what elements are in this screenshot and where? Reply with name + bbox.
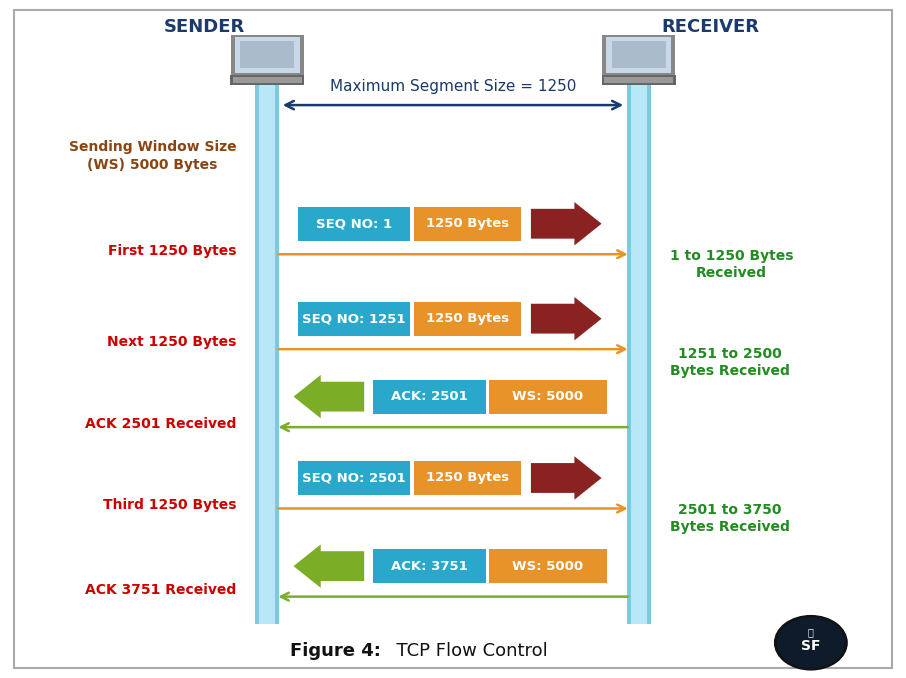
Text: ACK: 2501: ACK: 2501 [391, 390, 467, 403]
Text: SENDER: SENDER [163, 18, 245, 36]
Text: Next 1250 Bytes: Next 1250 Bytes [107, 336, 236, 349]
FancyBboxPatch shape [298, 207, 410, 241]
Text: ACK 3751 Received: ACK 3751 Received [85, 583, 236, 597]
FancyBboxPatch shape [230, 75, 304, 85]
FancyBboxPatch shape [255, 81, 279, 624]
FancyBboxPatch shape [373, 549, 486, 583]
Text: Figure 4:: Figure 4: [290, 642, 381, 660]
FancyBboxPatch shape [489, 549, 606, 583]
Polygon shape [531, 297, 602, 340]
Text: 2501 to 3750
Bytes Received: 2501 to 3750 Bytes Received [670, 503, 789, 534]
FancyBboxPatch shape [604, 77, 673, 83]
Polygon shape [294, 544, 364, 588]
Text: WS: 5000: WS: 5000 [513, 390, 583, 403]
FancyBboxPatch shape [413, 461, 521, 495]
Text: 1250 Bytes: 1250 Bytes [426, 471, 509, 485]
FancyBboxPatch shape [235, 37, 300, 73]
Text: Maximum Segment Size = 1250: Maximum Segment Size = 1250 [330, 79, 576, 94]
FancyBboxPatch shape [14, 10, 892, 668]
Text: TCP Flow Control: TCP Flow Control [385, 642, 548, 660]
Text: First 1250 Bytes: First 1250 Bytes [108, 244, 236, 258]
FancyBboxPatch shape [233, 77, 302, 83]
Text: WS: 5000: WS: 5000 [513, 559, 583, 573]
Text: 1250 Bytes: 1250 Bytes [426, 312, 509, 325]
FancyBboxPatch shape [413, 207, 521, 241]
Text: Third 1250 Bytes: Third 1250 Bytes [103, 498, 236, 512]
Text: RECEIVER: RECEIVER [661, 18, 759, 36]
FancyBboxPatch shape [298, 461, 410, 495]
Polygon shape [294, 375, 364, 418]
FancyBboxPatch shape [259, 81, 275, 624]
Text: ACK: 3751: ACK: 3751 [391, 559, 467, 573]
Text: SEQ NO: 1251: SEQ NO: 1251 [303, 312, 406, 325]
Text: Sending Window Size
(WS) 5000 Bytes: Sending Window Size (WS) 5000 Bytes [69, 140, 236, 172]
FancyBboxPatch shape [631, 81, 647, 624]
FancyBboxPatch shape [413, 302, 521, 336]
FancyBboxPatch shape [606, 37, 671, 73]
FancyBboxPatch shape [240, 41, 294, 68]
Polygon shape [531, 456, 602, 500]
FancyBboxPatch shape [627, 81, 651, 624]
FancyBboxPatch shape [298, 302, 410, 336]
FancyBboxPatch shape [489, 380, 606, 414]
FancyBboxPatch shape [602, 35, 675, 75]
Text: 1 to 1250 Bytes
Received: 1 to 1250 Bytes Received [670, 249, 793, 280]
Text: SEQ NO: 1: SEQ NO: 1 [316, 217, 392, 231]
FancyBboxPatch shape [373, 380, 486, 414]
Text: SEQ NO: 2501: SEQ NO: 2501 [303, 471, 406, 485]
Text: ACK 2501 Received: ACK 2501 Received [85, 417, 236, 431]
FancyBboxPatch shape [612, 41, 666, 68]
Text: 1250 Bytes: 1250 Bytes [426, 217, 509, 231]
Polygon shape [531, 202, 602, 245]
FancyBboxPatch shape [231, 35, 304, 75]
Circle shape [775, 616, 847, 670]
FancyBboxPatch shape [602, 75, 676, 85]
Text: 📖: 📖 [808, 627, 814, 637]
Text: SF: SF [801, 639, 821, 653]
Circle shape [777, 618, 844, 668]
Text: 1251 to 2500
Bytes Received: 1251 to 2500 Bytes Received [670, 347, 789, 378]
